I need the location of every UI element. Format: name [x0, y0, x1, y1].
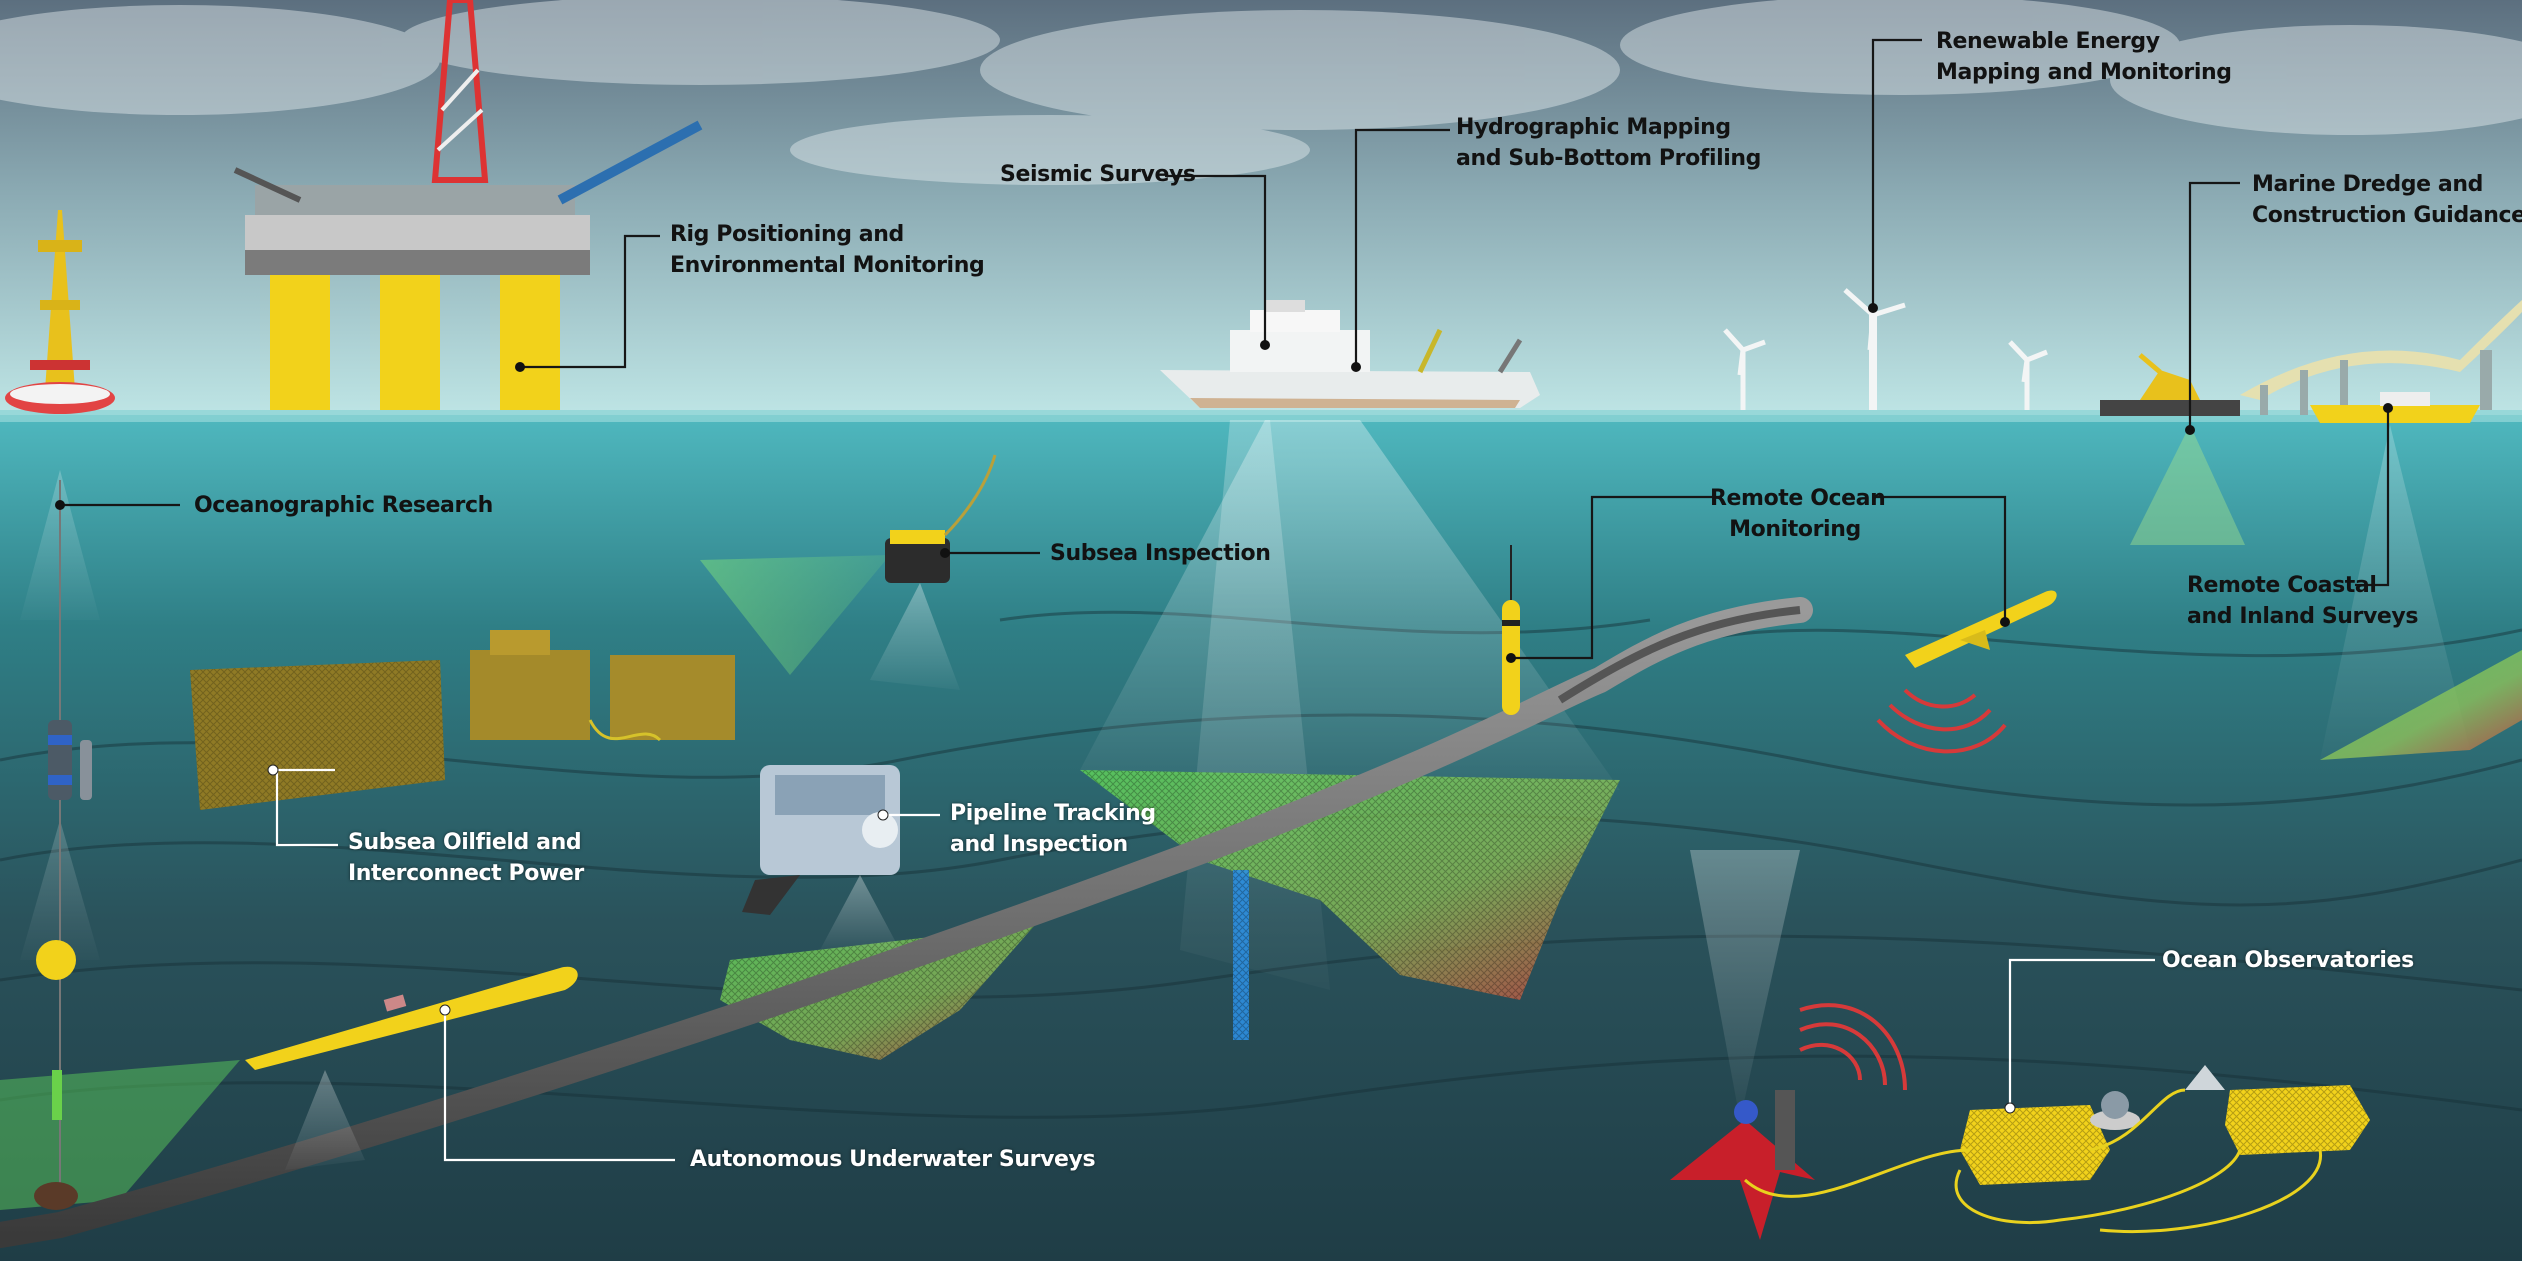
- label-hydrographic-mapping: Hydrographic Mapping and Sub-Bottom Prof…: [1456, 115, 1762, 171]
- seafloor-sonar-swaths: [0, 555, 2522, 1210]
- survey-ship: [1160, 300, 1540, 408]
- ocean-observatory-nodes: [1743, 1065, 2370, 1234]
- oil-rig-platform: [233, 0, 703, 410]
- leader-lines-light: [267, 764, 2155, 1162]
- navigation-buoy: [5, 210, 115, 414]
- sub-bottom-profile-column: [1233, 870, 1249, 1040]
- label-renewable-energy: Renewable Energy Mapping and Monitoring: [1936, 29, 2232, 85]
- autonomous-underwater-vehicle: [245, 966, 578, 1170]
- oceanographic-mooring: [34, 480, 92, 1210]
- leader-lines-dark: [55, 38, 2393, 663]
- bridge-and-dredge: [2100, 300, 2522, 423]
- label-marine-dredge: Marine Dredge and Construction Guidance: [2252, 172, 2522, 228]
- wind-turbines: [1723, 288, 2048, 410]
- seabed-lander: [1670, 1003, 1907, 1240]
- label-rig-positioning: Rig Positioning and Environmental Monito…: [670, 222, 985, 278]
- sea-surface: [0, 410, 2522, 422]
- label-subsea-oilfield: Subsea Oilfield and Interconnect Power: [348, 830, 584, 886]
- label-remote-coastal: Remote Coastal and Inland Surveys: [2187, 573, 2419, 629]
- label-seismic-surveys: Seismic Surveys: [1000, 162, 1196, 187]
- clouds: [0, 0, 2522, 185]
- label-subsea-inspection: Subsea Inspection: [1050, 541, 1271, 566]
- label-autonomous-underwater: Autonomous Underwater Surveys: [690, 1147, 1096, 1172]
- label-oceanographic-research: Oceanographic Research: [194, 493, 493, 518]
- ocean-glider: [1876, 590, 2057, 754]
- inspection-rov: [870, 454, 997, 690]
- label-pipeline-tracking: Pipeline Tracking and Inspection: [950, 801, 1156, 857]
- subsea-oilfield-structures: [190, 630, 735, 810]
- label-remote-ocean-monitoring: Remote Ocean Monitoring: [1710, 486, 1886, 542]
- subsea-pipeline: [0, 597, 1813, 1248]
- label-ocean-observatories: Ocean Observatories: [2162, 948, 2414, 973]
- work-class-rov: [742, 765, 900, 950]
